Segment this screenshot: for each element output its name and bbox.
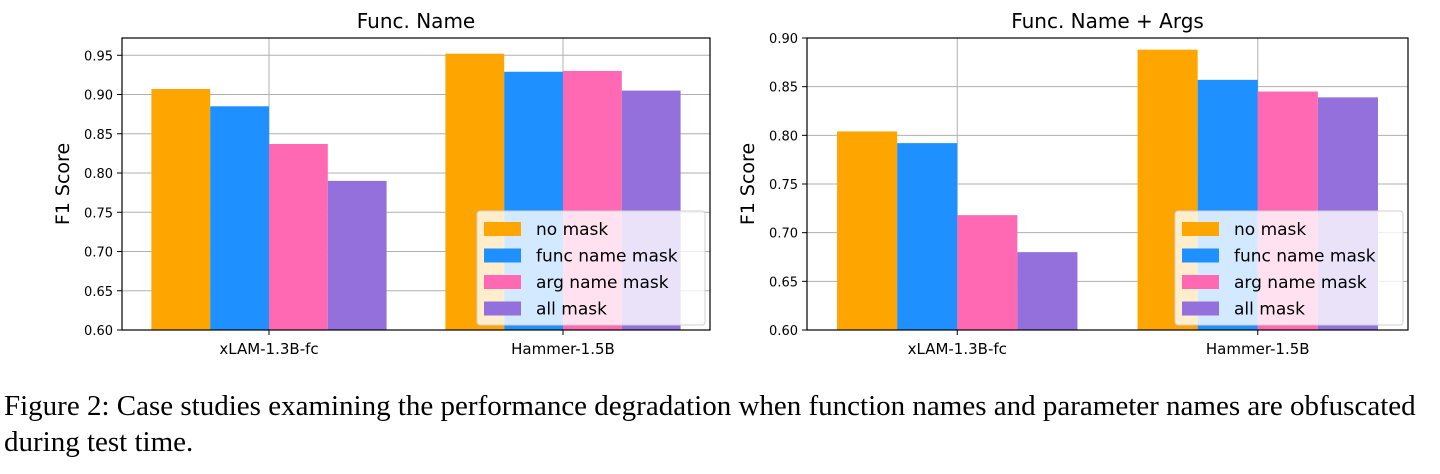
y-tick-label: 0.70 [84, 246, 113, 261]
legend-swatch [484, 301, 521, 316]
y-tick-label: 0.80 [84, 167, 113, 182]
x-tick-label: Hammer-1.5B [1206, 340, 1310, 358]
legend-swatch [484, 222, 521, 236]
y-tick-label: 0.60 [84, 324, 113, 339]
y-tick-label: 0.80 [769, 129, 798, 144]
chart-title: Func. Name + Args [1011, 9, 1204, 33]
chart-title: Func. Name [357, 9, 475, 33]
bar-arg-name-mask [957, 215, 1018, 330]
y-tick-label: 0.95 [84, 49, 113, 64]
y-tick-label: 0.85 [84, 128, 113, 143]
bar-func-name-mask [897, 143, 958, 330]
bar-all-mask [1017, 252, 1078, 330]
legend-label: arg name mask [1234, 273, 1367, 293]
legend [1174, 210, 1404, 326]
x-tick-label: xLAM-1.3B-fc [219, 340, 318, 358]
legend-label: no mask [536, 220, 608, 240]
y-tick-label: 0.70 [769, 227, 798, 242]
y-axis-label: F1 Score [52, 143, 74, 225]
legend-swatch [1182, 301, 1219, 316]
y-tick-label: 0.90 [84, 89, 113, 104]
y-tick-label: 0.65 [84, 285, 113, 300]
y-tick-label: 0.75 [769, 178, 798, 193]
bar-arg-name-mask [269, 143, 328, 330]
y-tick-label: 0.75 [84, 206, 113, 221]
bar-func-name-mask [210, 106, 269, 331]
bar-no-mask [837, 131, 898, 330]
legend-swatch [1182, 275, 1219, 289]
y-tick-label: 0.85 [769, 81, 798, 96]
legend-swatch [484, 248, 521, 263]
legend-swatch [484, 275, 521, 289]
bar-no-mask [151, 89, 211, 330]
legend-swatch [1182, 222, 1219, 236]
figure-caption: Figure 2: Case studies examining the per… [4, 390, 1416, 458]
x-tick-label: xLAM-1.3B-fc [908, 340, 1007, 358]
y-tick-label: 0.60 [769, 324, 798, 339]
legend-label: arg name mask [536, 273, 669, 293]
legend-label: func name mask [536, 247, 678, 267]
legend-label: all mask [1234, 300, 1305, 320]
plot-frame [806, 37, 1409, 331]
plot-frame [121, 37, 711, 331]
y-tick-label: 0.65 [769, 275, 798, 290]
x-tick-label: Hammer-1.5B [511, 340, 615, 358]
y-axis-label: F1 Score [737, 143, 759, 225]
legend-swatch [1182, 248, 1219, 263]
y-tick-label: 0.90 [769, 32, 798, 47]
bar-all-mask [327, 180, 387, 330]
legend-label: no mask [1234, 220, 1306, 240]
legend [476, 210, 706, 326]
legend-label: all mask [536, 300, 607, 320]
bar-charts: Func. Name F1 Score 0.60 0.65 0.70 0.75 0.80 0.… [52, 9, 1409, 358]
legend-label: func name mask [1234, 247, 1376, 267]
